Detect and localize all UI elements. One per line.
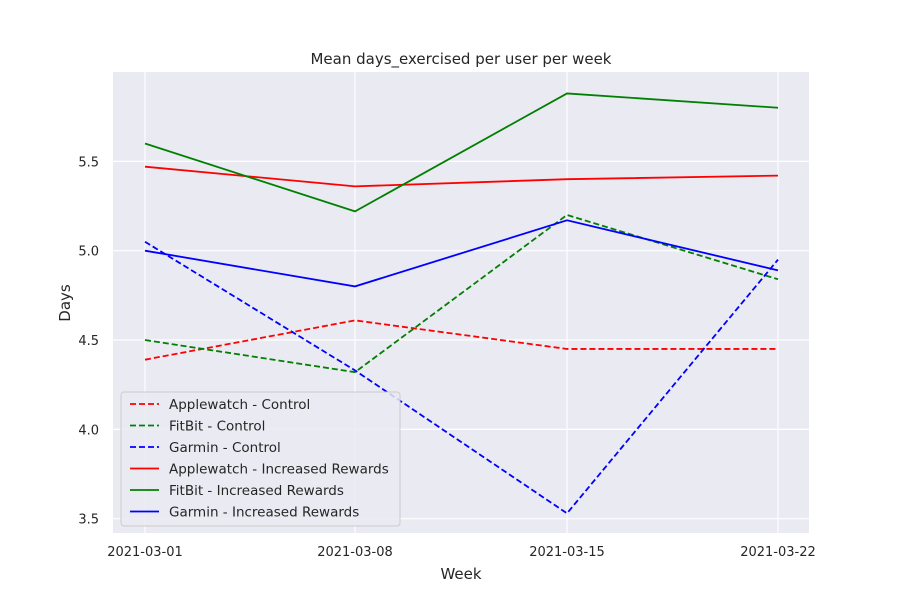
series-line-5 <box>144 92 779 213</box>
legend-label: Garmin - Control <box>169 440 281 456</box>
legend-label: Garmin - Increased Rewards <box>169 505 359 521</box>
legend-label: FitBit - Control <box>169 419 265 435</box>
legend-label: FitBit - Increased Rewards <box>169 483 344 499</box>
y-tick-label: 5.0 <box>78 245 99 260</box>
x-tick-label: 2021-03-01 <box>107 545 183 560</box>
y-axis-label: Days <box>56 284 74 322</box>
chart-title: Mean days_exercised per user per week <box>310 50 611 69</box>
legend-label: Applewatch - Increased Rewards <box>169 462 389 478</box>
series-line-3 <box>144 240 779 515</box>
y-tick-label: 5.5 <box>78 155 99 170</box>
x-tick-label: 2021-03-22 <box>740 545 816 560</box>
x-tick-label: 2021-03-15 <box>529 545 605 560</box>
series-line-1 <box>144 319 778 361</box>
legend-label: Applewatch - Control <box>169 397 310 413</box>
series-line-2 <box>144 213 779 374</box>
y-tick-label: 3.5 <box>78 513 99 528</box>
x-axis-label: Week <box>440 565 481 583</box>
legend <box>120 391 401 527</box>
series-line-6 <box>144 219 779 288</box>
y-tick-label: 4.5 <box>78 334 99 349</box>
x-tick-label: 2021-03-08 <box>317 545 393 560</box>
y-tick-label: 4.0 <box>78 423 99 438</box>
